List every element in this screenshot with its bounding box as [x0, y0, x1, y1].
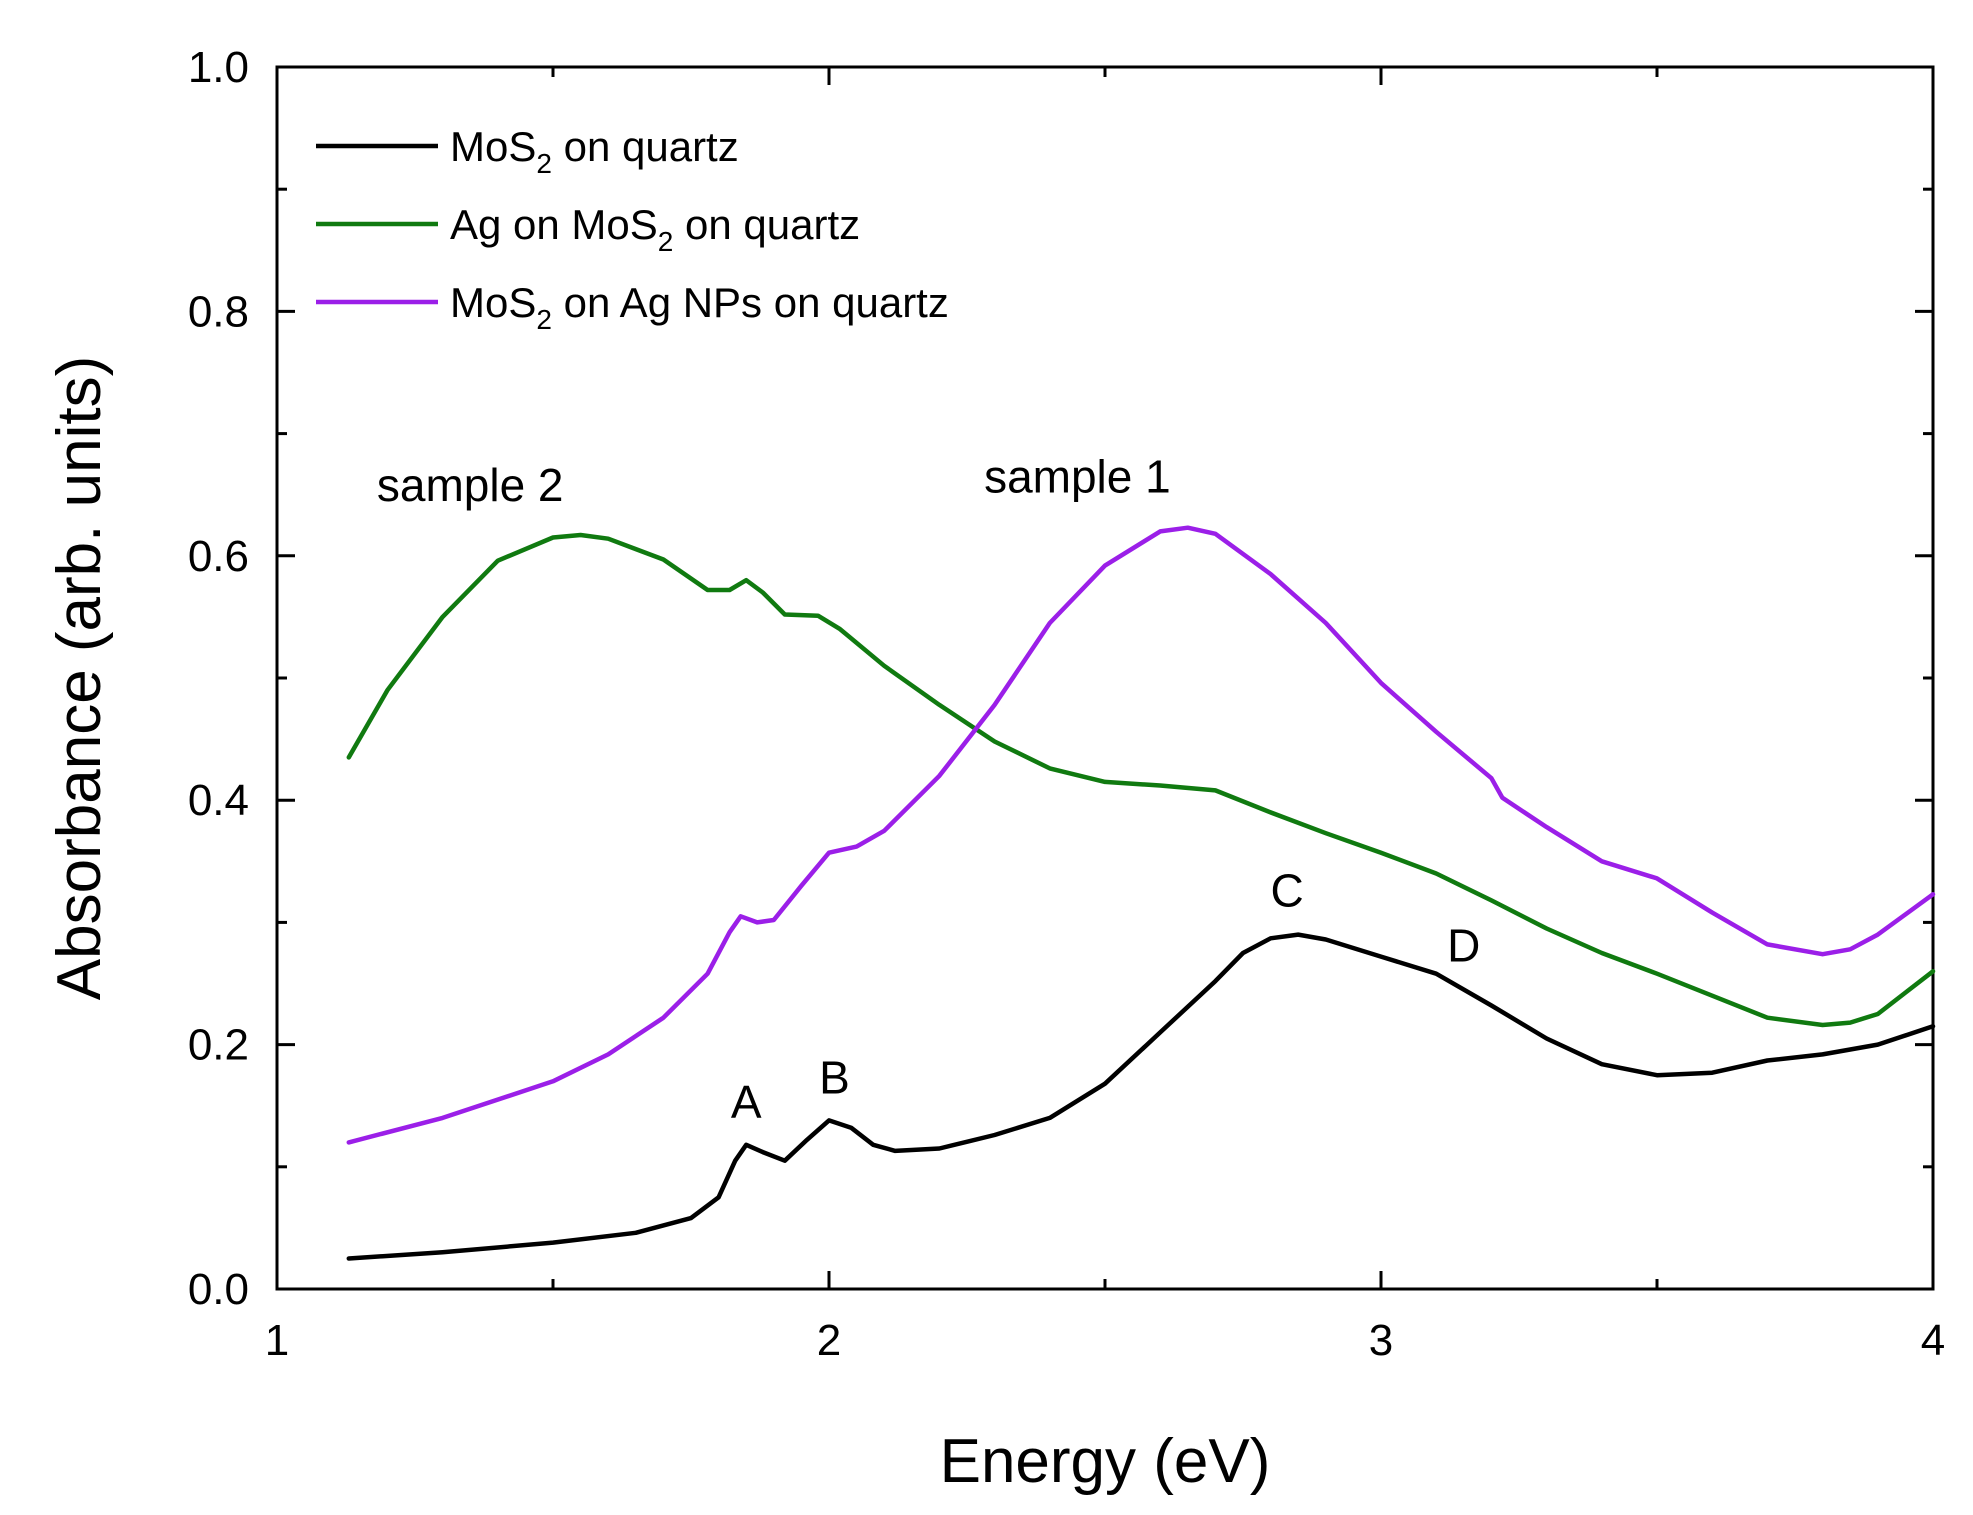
annotation-label: sample 1: [984, 450, 1171, 502]
annotation-label: B: [819, 1051, 850, 1103]
legend-subscript: 2: [536, 148, 552, 179]
y-tick-label: 1.0: [188, 43, 249, 92]
legend-entry-1: Ag on MoS2 on quartz: [450, 201, 860, 257]
legend-entry-0: MoS2 on quartz: [450, 123, 739, 179]
series-line-2: [346, 525, 1936, 1145]
legend-subscript: 2: [658, 226, 674, 257]
axes: 1 2 3 4 0.0 0.2 0.4 0.6 0.8 1.0: [188, 43, 1945, 1365]
plot-frame: [275, 65, 1935, 1291]
y-tick-label: 0.6: [188, 532, 249, 581]
legend-text-part: MoS: [450, 279, 536, 326]
annotation-label: A: [731, 1076, 762, 1128]
x-tick-label: 3: [1369, 1316, 1393, 1365]
y-tick-label: 0.8: [188, 287, 249, 336]
y-tick-label: 0.2: [188, 1021, 249, 1070]
annotation-layer: sample 2 sample 1 A B C D: [377, 450, 1481, 1128]
y-tick-label: 0.4: [188, 776, 249, 825]
y-axis-title: Absorbance (arb. units): [45, 356, 114, 1000]
x-tick-label: 4: [1921, 1316, 1945, 1365]
series-line-0: [346, 932, 1936, 1261]
legend-text-part: on quartz: [673, 201, 860, 248]
legend-text-part: on quartz: [552, 123, 739, 170]
x-tick-label: 2: [817, 1316, 841, 1365]
series-line-1: [346, 532, 1936, 1028]
legend-subscript: 2: [536, 304, 552, 335]
legend-text-part: Ag on MoS: [450, 201, 658, 248]
annotation-label: D: [1447, 920, 1480, 972]
legend-text-part: on Ag NPs on quartz: [552, 279, 949, 326]
annotation-label: sample 2: [377, 459, 564, 511]
legend-entry-2: MoS2 on Ag NPs on quartz: [450, 279, 949, 335]
legend-text-part: MoS: [450, 123, 536, 170]
y-tick-label: 0.0: [188, 1265, 249, 1314]
x-tick-label: 1: [265, 1316, 289, 1365]
x-axis-title: Energy (eV): [940, 1427, 1271, 1496]
series-layer: [346, 525, 1936, 1261]
annotation-label: C: [1271, 865, 1304, 917]
